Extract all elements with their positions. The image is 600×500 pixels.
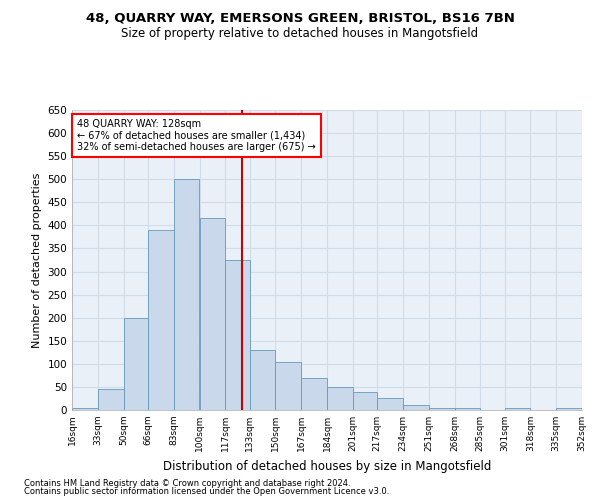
Bar (148, 230, 173, 410)
Y-axis label: Number of detached properties: Number of detached properties (32, 172, 42, 348)
Bar (505, 408, 530, 410)
Text: Contains public sector information licensed under the Open Government Licence v3: Contains public sector information licen… (24, 487, 389, 496)
Bar (428, 408, 455, 410)
Bar (72, 408, 98, 410)
Text: Size of property relative to detached houses in Mangotsfield: Size of property relative to detached ho… (121, 28, 479, 40)
Bar (124, 318, 148, 410)
Text: Contains HM Land Registry data © Crown copyright and database right 2024.: Contains HM Land Registry data © Crown c… (24, 478, 350, 488)
Bar (226, 260, 250, 410)
Bar (301, 378, 327, 410)
Bar (327, 387, 353, 410)
Bar (403, 406, 428, 410)
Bar (556, 408, 582, 410)
Bar (98, 389, 124, 410)
Text: 48 QUARRY WAY: 128sqm
← 67% of detached houses are smaller (1,434)
32% of semi-d: 48 QUARRY WAY: 128sqm ← 67% of detached … (77, 119, 316, 152)
X-axis label: Distribution of detached houses by size in Mangotsfield: Distribution of detached houses by size … (163, 460, 491, 472)
Bar (353, 392, 377, 410)
Bar (455, 408, 481, 410)
Bar (377, 398, 403, 410)
Bar (173, 179, 199, 410)
Bar (250, 350, 275, 410)
Bar (199, 218, 226, 410)
Bar (275, 362, 301, 410)
Text: 48, QUARRY WAY, EMERSONS GREEN, BRISTOL, BS16 7BN: 48, QUARRY WAY, EMERSONS GREEN, BRISTOL,… (86, 12, 514, 26)
